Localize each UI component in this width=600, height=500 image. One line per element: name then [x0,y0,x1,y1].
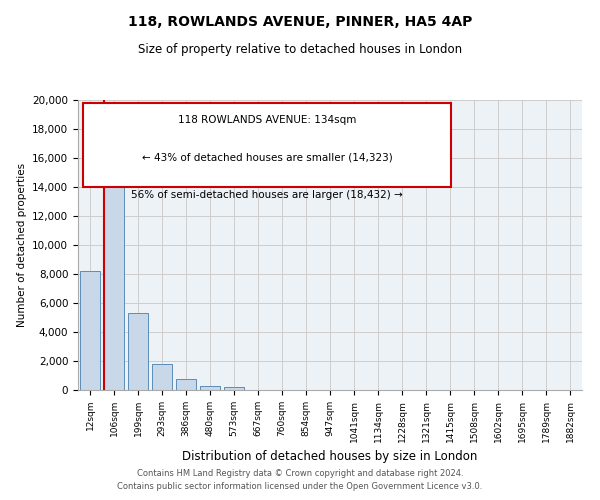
Text: Size of property relative to detached houses in London: Size of property relative to detached ho… [138,42,462,56]
Bar [176,379,196,390]
Bar [224,387,244,390]
Bar [80,271,100,390]
Bar [104,151,124,390]
Bar [152,364,172,390]
FancyBboxPatch shape [83,103,451,187]
Text: Contains public sector information licensed under the Open Government Licence v3: Contains public sector information licen… [118,482,482,491]
Y-axis label: Number of detached properties: Number of detached properties [17,163,26,327]
Text: Contains HM Land Registry data © Crown copyright and database right 2024.: Contains HM Land Registry data © Crown c… [137,468,463,477]
Bar [128,313,148,390]
Text: ← 43% of detached houses are smaller (14,323): ← 43% of detached houses are smaller (14… [142,152,392,162]
Bar [200,386,220,390]
Text: 118, ROWLANDS AVENUE, PINNER, HA5 4AP: 118, ROWLANDS AVENUE, PINNER, HA5 4AP [128,15,472,29]
Text: 56% of semi-detached houses are larger (18,432) →: 56% of semi-detached houses are larger (… [131,190,403,200]
Text: 118 ROWLANDS AVENUE: 134sqm: 118 ROWLANDS AVENUE: 134sqm [178,114,356,124]
X-axis label: Distribution of detached houses by size in London: Distribution of detached houses by size … [182,450,478,463]
